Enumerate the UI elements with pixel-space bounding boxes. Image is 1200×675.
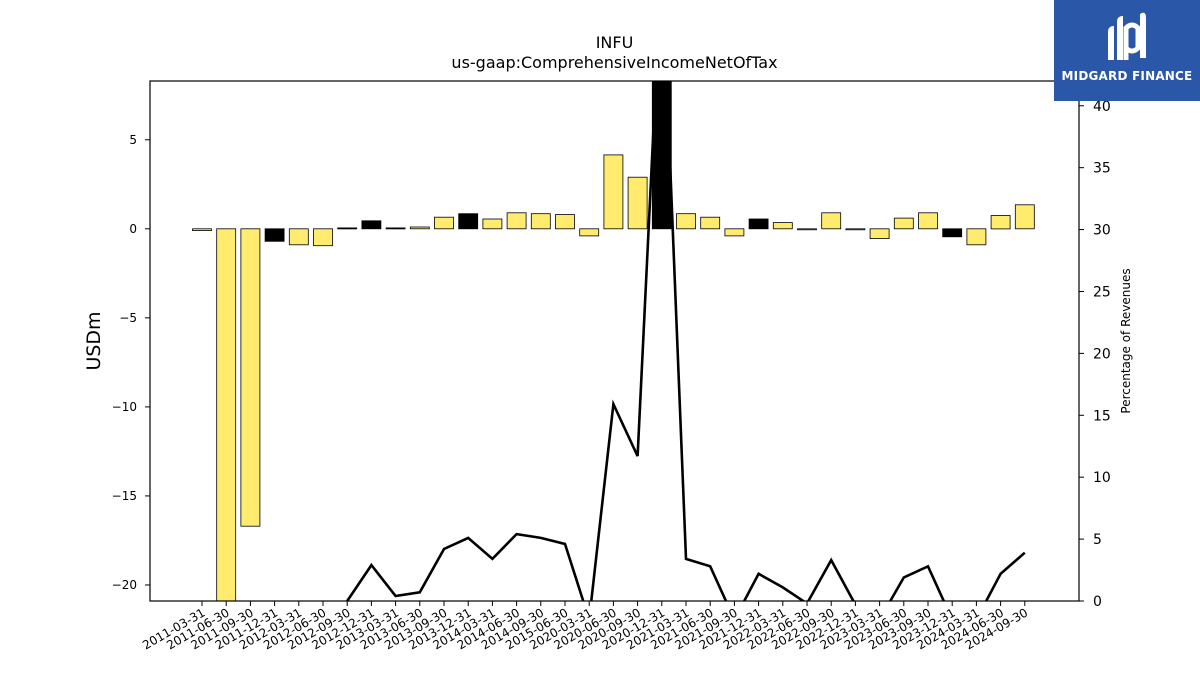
bar-2021-12-31 (748, 218, 769, 230)
y2-tick-label: 5 (1093, 532, 1102, 548)
bar-2024-03-31 (966, 228, 987, 246)
y2-tick-label: 30 (1093, 223, 1111, 239)
bars-group (192, 81, 1035, 601)
bar-2022-09-30 (821, 212, 842, 230)
bar-2023-06-30 (893, 217, 914, 230)
bar-2012-09-30 (337, 227, 358, 230)
bar-2012-12-31 (361, 220, 382, 230)
bar-2014-06-30 (506, 212, 527, 230)
plot-frame (149, 80, 1080, 602)
bar-2012-03-31 (288, 228, 309, 246)
logo-text: MIDGARD FINANCE (1061, 69, 1193, 83)
midgard-finance-logo: MIDGARD FINANCE (1054, 0, 1200, 101)
bar-2023-12-31 (942, 228, 963, 238)
y2-axis: 0 5 10 15 20 25 30 35 40 (1079, 99, 1111, 610)
bar-2013-06-30 (409, 226, 430, 230)
y-axis-label: USDm (83, 311, 105, 370)
bar-2020-03-31 (579, 228, 600, 237)
line-group (346, 81, 1026, 601)
bar-2024-09-30 (1014, 204, 1035, 230)
chart-subtitle: us-gaap:ComprehensiveIncomeNetOfTax (451, 53, 777, 72)
y2-tick-label: 10 (1093, 470, 1111, 486)
midgard-logo-icon (1108, 12, 1146, 60)
bar-2014-09-30 (530, 213, 551, 230)
revenue-pct-line (346, 81, 1026, 601)
y2-axis-label: Percentage of Revenues (1119, 268, 1133, 413)
bar-2014-03-31 (482, 218, 503, 230)
bar-2015-06-30 (555, 214, 575, 230)
y2-tick-label: 0 (1093, 594, 1102, 610)
bar-2022-06-30 (797, 228, 817, 231)
bar-2021-06-30 (700, 216, 721, 230)
bar-2023-03-31 (869, 228, 890, 240)
bar-2013-03-31 (385, 227, 406, 230)
y2-tick-label: 20 (1093, 346, 1111, 362)
bar-2024-06-30 (990, 215, 1011, 230)
bar-2013-12-31 (458, 213, 479, 230)
y-axis: 5 0 −5 −10 −15 −20 (112, 133, 150, 592)
x-axis: 2011-03-312011-06-302011-09-302011-12-31… (140, 601, 1030, 652)
chart-title: INFU (596, 33, 634, 52)
y-tick-label: 5 (129, 133, 137, 147)
bar-2020-06-30 (603, 154, 624, 230)
y2-tick-label: 25 (1093, 284, 1111, 300)
y-tick-label: −5 (119, 311, 137, 325)
bar-2021-03-31 (676, 213, 696, 230)
y2-tick-label: 35 (1093, 161, 1111, 177)
bar-2021-09-30 (724, 228, 745, 237)
y-tick-label: −15 (112, 489, 137, 503)
bar-2023-09-30 (918, 212, 938, 230)
bar-2013-09-30 (434, 216, 454, 230)
bar-2011-06-30 (216, 228, 237, 601)
y-tick-label: −10 (112, 400, 137, 414)
bar-2011-12-31 (264, 228, 285, 242)
bar-2011-03-31 (192, 228, 212, 232)
bar-2011-09-30 (240, 228, 261, 527)
y2-tick-label: 15 (1093, 408, 1111, 424)
y-tick-label: 0 (129, 222, 137, 236)
y-tick-label: −20 (112, 578, 137, 592)
bar-2022-12-31 (845, 228, 866, 231)
bar-2022-03-31 (772, 222, 793, 230)
bar-2020-09-30 (627, 176, 648, 230)
y2-tick-label: 40 (1093, 99, 1111, 115)
bar-2012-06-30 (313, 228, 333, 247)
